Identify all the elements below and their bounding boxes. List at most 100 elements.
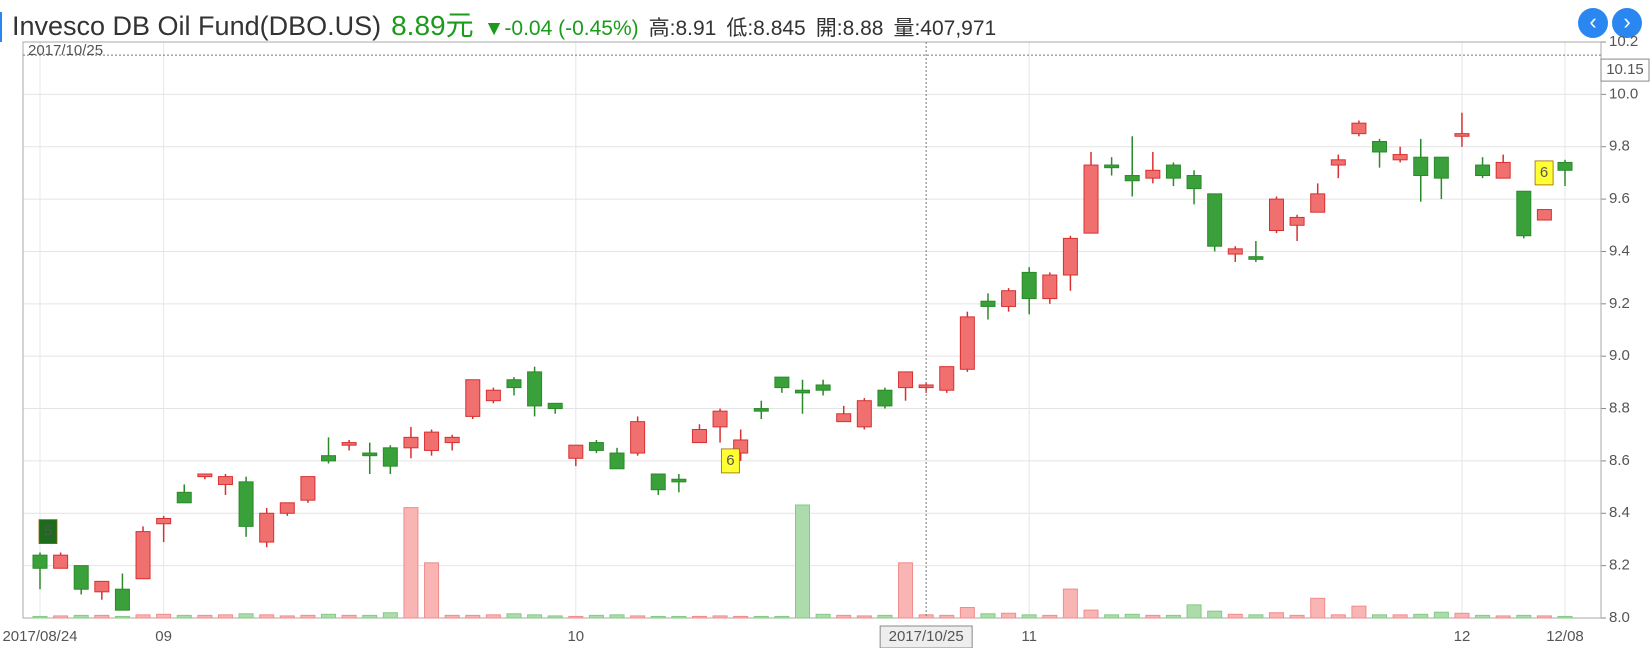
volume-bar [733,615,749,619]
volume-bar [1516,614,1532,619]
crosshair-date: 2017/10/25 [889,628,964,645]
prev-button[interactable]: ‹ [1578,8,1608,38]
volume-bar [815,613,831,619]
volume-bar [1083,609,1099,619]
candle-body [1454,133,1470,137]
candle-body [1104,164,1120,169]
volume-bar [1330,614,1346,619]
volume-bar [485,614,501,619]
candle-body [1536,209,1552,221]
candle-body [485,389,501,402]
volume-bar [877,614,893,619]
volume-bar [1289,614,1305,619]
volume-bar [691,615,707,619]
candle-body [73,565,89,590]
candle-body [1433,156,1449,179]
candle-body [362,452,378,457]
candle-body [877,389,893,407]
candle-body [1124,175,1140,182]
candle-body [1248,256,1264,260]
candle-body [795,389,810,394]
candle-body [114,588,130,611]
volume-bar [1433,611,1449,619]
candle-body [856,400,872,428]
volume-bar [362,614,378,619]
volume-bar [1227,613,1243,619]
next-button[interactable]: › [1612,8,1642,38]
volume-bar [279,615,295,619]
header: Invesco DB Oil Fund(DBO.US) 8.89元 ▼-0.04… [12,4,996,41]
volume-bar [712,615,728,619]
x-tick-label: 11 [1021,628,1037,645]
annotation: 6 [726,452,734,469]
candle-body [1021,271,1037,300]
volume-bar [1165,614,1181,619]
volume-bar [1454,612,1470,619]
crosshair-value: 10.15 [1606,61,1644,78]
volume-bar [1021,614,1037,619]
nav-buttons: ‹ › [1578,8,1642,38]
candle-body [568,444,584,459]
candle-body [156,518,172,525]
annotation-box [1534,160,1554,186]
candle-body [176,491,192,504]
candle-body [712,410,728,428]
volume-bar [1413,613,1429,619]
candle-body [1083,164,1099,234]
candle-body [1330,159,1346,166]
candle-body [403,436,419,449]
volume-bar [506,613,522,619]
volume-bar [609,614,625,619]
y-tick-label: 9.6 [1609,190,1630,207]
crosshair-date-box [879,625,973,648]
candle-body [1165,164,1181,179]
y-tick-label: 9.2 [1609,295,1630,312]
candle-body [1475,164,1491,177]
candle-body [1062,237,1078,276]
volume-bar [73,614,89,619]
candle-body [1042,274,1058,300]
volume-bar [300,614,316,619]
annotation: 6 [1540,164,1548,181]
title: Invesco DB Oil Fund(DBO.US) [12,11,382,41]
candle-body [691,428,707,444]
candle-body [53,554,69,569]
y-tick-label: 10.0 [1609,85,1638,102]
volume-bar [1248,614,1264,619]
volume-bar [547,615,563,619]
candle-body [506,379,522,389]
candle-body [650,473,666,491]
candle-body [1392,154,1408,161]
volume-bar [1351,605,1367,619]
volume-bar [238,613,254,619]
price: 8.89元 [391,10,474,41]
y-tick-label: 8.0 [1609,609,1630,626]
volume-bar [650,615,666,619]
volume-bar [959,606,975,619]
candle-body [197,473,213,478]
candle-body [321,455,337,462]
candle-body [279,502,295,514]
candle-body [217,476,233,485]
change: ▼-0.04 (-0.45%) [483,17,639,40]
annotation: 5 [44,523,52,540]
candle-body [588,442,604,451]
volume-bar [1145,614,1161,619]
candle-body [547,402,563,410]
candle-body [382,447,398,467]
volume-bar [465,614,481,619]
volume-bar [1124,613,1140,619]
open: 開:8.88 [815,17,884,40]
volume-bar [1495,615,1511,619]
candle-body [300,476,316,501]
y-tick-label: 8.6 [1609,452,1630,469]
y-tick-label: 8.2 [1609,557,1630,574]
volume-bar [588,614,604,619]
candle-body [753,408,769,412]
volume-bar [403,507,419,619]
volume-bar [1186,604,1202,619]
volume-bar [527,614,543,619]
x-tick-label: 12/08 [1546,628,1584,645]
volume-bar [1372,614,1388,619]
